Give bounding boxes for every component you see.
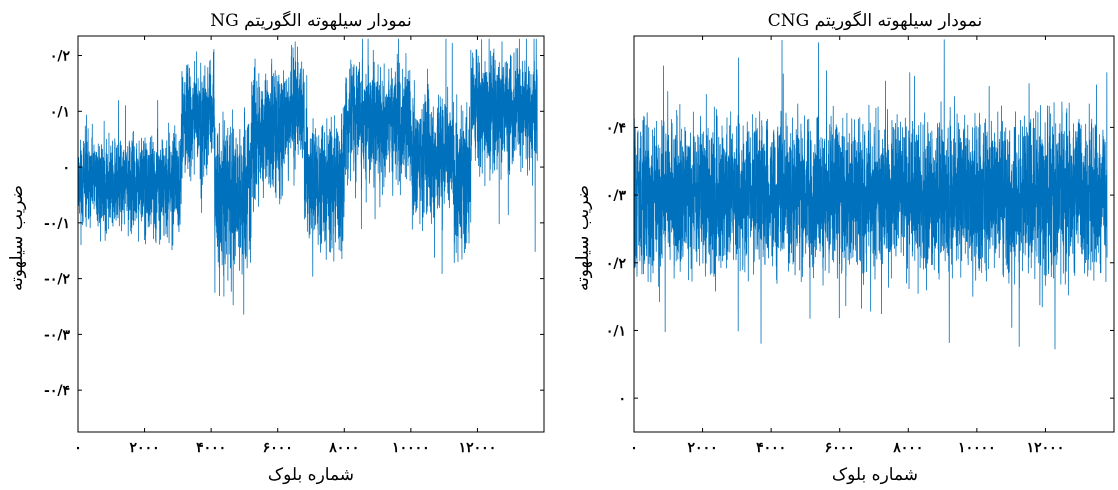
y-tick-label: -۰/۴ (44, 383, 70, 399)
x-tick-label: ۸۰۰۰ (892, 440, 923, 456)
x-tick-label: ۱۰۰۰۰ (392, 440, 430, 456)
y-tick-label: ۰ (62, 160, 70, 176)
chart-cng-ylabel: ضریب سیلهوته (573, 185, 593, 291)
chart-cng-yticks: ۰/۴ ۰/۳ ۰/۲ ۰/۱ ۰ (606, 120, 1114, 407)
chart-cng-title: نمودار سیلهوته الگوریتم CNG (768, 10, 982, 31)
x-tick-label: ۶۰۰۰ (263, 440, 293, 456)
x-tick-label: ۱۲۰۰۰ (1027, 440, 1065, 456)
y-tick-label: ۰/۱ (50, 104, 70, 120)
chart-ng-series (77, 38, 538, 315)
x-tick-label: ۱۰۰۰۰ (958, 440, 996, 456)
chart-ng-xticks: ۰ ۲۰۰۰ ۴۰۰۰ ۶۰۰۰ ۸۰۰۰ ۱۰۰۰۰ ۱۲۰۰۰ (74, 36, 496, 456)
x-tick-label: ۲۰۰۰ (130, 440, 160, 456)
chart-cng-series (633, 39, 1108, 350)
chart-ng-xlabel: شماره بلوک (268, 465, 354, 485)
chart-cng-xticks: ۰ ۲۰۰۰ ۴۰۰۰ ۶۰۰۰ ۸۰۰۰ ۱۰۰۰۰ ۱۲۰۰۰ (630, 36, 1064, 456)
x-tick-label: ۰ (630, 440, 638, 456)
x-tick-label: ۰ (74, 440, 82, 456)
y-tick-label: -۰/۳ (44, 327, 70, 343)
y-tick-label: ۰/۳ (606, 188, 627, 204)
chart-cng-axes-box (633, 35, 1115, 433)
y-tick-label: ۰/۲ (50, 49, 71, 65)
chart-ng-yticks: ۰/۲ ۰/۱ ۰ -۰/۱ -۰/۲ -۰/۳ -۰/۴ (44, 49, 544, 399)
y-tick-label: -۰/۲ (44, 272, 70, 288)
x-tick-label: ۱۲۰۰۰ (459, 440, 497, 456)
x-tick-label: ۲۰۰۰ (688, 440, 718, 456)
chart-cng: نمودار سیلهوته الگوریتم CNG ضریب سیلهوته… (573, 10, 1115, 485)
x-tick-label: ۶۰۰۰ (825, 440, 855, 456)
chart-ng-axes-box (77, 35, 545, 433)
series-line (77, 38, 538, 315)
x-tick-label: ۴۰۰۰ (196, 440, 226, 456)
chart-ng-ylabel: ضریب سیلهوته (7, 185, 27, 291)
chart-ng-title: نمودار سیلهوته الگوریتم NG (210, 10, 411, 31)
y-tick-label: -۰/۱ (44, 216, 70, 232)
series-line (633, 39, 1108, 350)
x-tick-label: ۸۰۰۰ (328, 440, 359, 456)
chart-ng: نمودار سیلهوته الگوریتم NG ضریب سیلهوته … (7, 10, 545, 485)
y-tick-label: ۰/۴ (606, 120, 626, 136)
y-tick-label: ۰ (618, 391, 626, 407)
y-tick-label: ۰/۱ (606, 323, 626, 339)
chart-cng-xlabel: شماره بلوک (832, 465, 918, 485)
x-tick-label: ۴۰۰۰ (756, 440, 786, 456)
y-tick-label: ۰/۲ (606, 256, 627, 272)
